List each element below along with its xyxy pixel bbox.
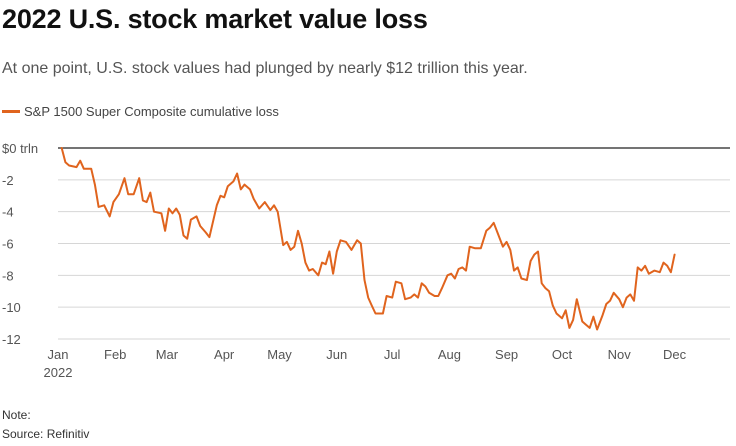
x-tick-label: Dec	[663, 347, 687, 362]
x-tick-label: Sep	[495, 347, 518, 362]
x-tick-label: Jul	[384, 347, 401, 362]
y-tick-label: -2	[2, 173, 14, 188]
legend-label: S&P 1500 Super Composite cumulative loss	[24, 104, 279, 119]
note-text: Note:	[2, 408, 31, 422]
y-tick-label: -8	[2, 268, 14, 283]
series-line	[60, 147, 676, 331]
y-tick-label: -6	[2, 237, 14, 252]
source-text: Source: Refinitiv	[2, 427, 90, 441]
x-year-label: 2022	[44, 365, 73, 380]
chart-title: 2022 U.S. stock market value loss	[2, 4, 428, 34]
y-tick-label: -10	[2, 300, 21, 315]
chart-subtitle: At one point, U.S. stock values had plun…	[2, 60, 528, 77]
x-tick-label: Mar	[156, 347, 179, 362]
x-tick-label: Apr	[214, 347, 235, 362]
y-tick-label: -4	[2, 205, 14, 220]
x-tick-label: Jan	[48, 347, 69, 362]
x-tick-label: May	[267, 347, 292, 362]
line-chart: $0 trln -2 -4 -6 -8 -10 -12 Jan Feb Mar Apr May Jun J…	[2, 141, 730, 380]
x-tick-label: Aug	[438, 347, 461, 362]
legend-swatch	[2, 110, 20, 113]
legend: S&P 1500 Super Composite cumulative loss	[2, 104, 279, 119]
y-tick-label: $0 trln	[2, 141, 38, 156]
x-tick-label: Nov	[608, 347, 632, 362]
y-tick-label: -12	[2, 332, 21, 347]
x-tick-label: Oct	[552, 347, 573, 362]
x-tick-label: Feb	[104, 347, 126, 362]
x-tick-label: Jun	[326, 347, 347, 362]
